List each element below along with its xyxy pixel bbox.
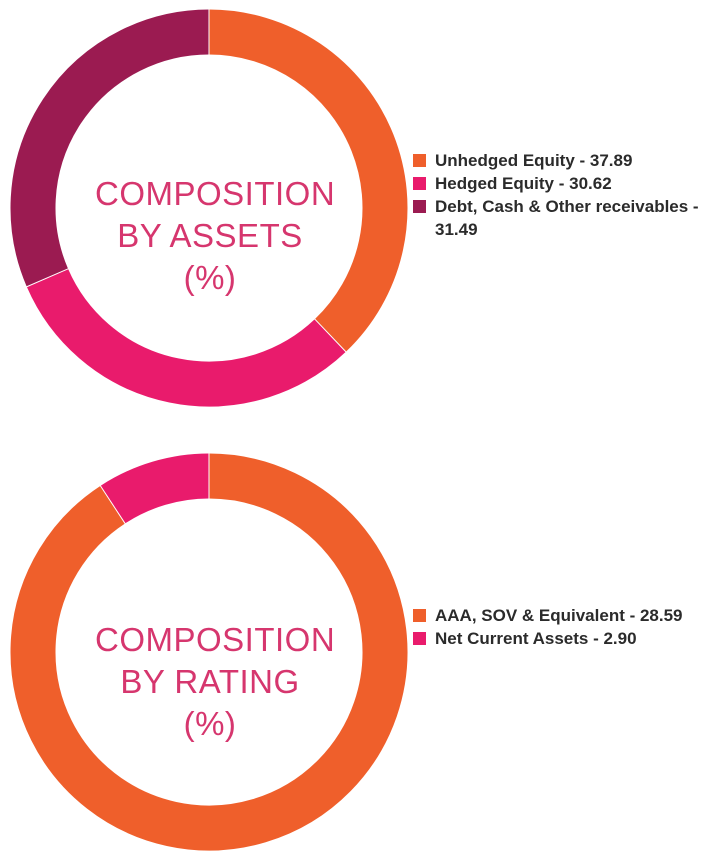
legend-item-unhedged-equity: Unhedged Equity - 37.89 [413,149,719,172]
legend-swatch [413,632,426,645]
legend-swatch [413,177,426,190]
donut-slice-unhedged-equity [208,9,408,352]
legend-label: Net Current Assets - 2.90 [435,629,637,648]
assets-donut [10,8,408,407]
legend-label: Hedged Equity - 30.62 [435,174,612,193]
rating-composition-chart: COMPOSITION BY RATING (%) AAA, SOV & Equ… [0,450,719,855]
rating-title-line-2: BY RATING [120,663,300,700]
slice-separator [99,484,127,525]
donut-slice-debt-cash-other-receivables [10,9,210,287]
legend-item-hedged-equity: Hedged Equity - 30.62 [413,172,719,195]
assets-composition-chart: COMPOSITION BY ASSETS (%) Unhedged Equit… [10,8,719,407]
rating-donut [10,452,408,851]
donut-slice-aaa-sov-equivalent [10,453,408,851]
legend-item-debt-cash-other: Debt, Cash & Other receivables - 31.49 [413,195,719,241]
donut-slice-hedged-equity [26,268,346,407]
legend-swatch [413,200,426,213]
legend-label: Unhedged Equity - 37.89 [435,151,633,170]
assets-title-line-2: BY ASSETS [117,217,303,254]
rating-title-line-3: (%) [183,705,237,742]
legend-item-net-current-assets: Net Current Assets - 2.90 [413,627,719,650]
legend-swatch [413,154,426,167]
slice-separator [313,318,347,353]
donut-slice-net-current-assets [100,453,210,524]
assets-legend: Unhedged Equity - 37.89 Hedged Equity - … [413,149,719,241]
assets-title-line-3: (%) [183,259,237,296]
rating-title-line-1: COMPOSITION [95,621,336,658]
legend-label: Debt, Cash & Other receivables - 31.49 [435,197,699,239]
legend-label: AAA, SOV & Equivalent - 28.59 [435,606,683,625]
assets-title-line-1: COMPOSITION [95,175,336,212]
legend-item-aaa-sov: AAA, SOV & Equivalent - 28.59 [413,604,719,627]
legend-swatch [413,609,426,622]
rating-legend: AAA, SOV & Equivalent - 28.59 Net Curren… [413,604,719,650]
assets-center-title: COMPOSITION BY ASSETS (%) [95,173,336,299]
slice-separator [25,268,70,288]
rating-center-title: COMPOSITION BY RATING (%) [95,619,336,745]
